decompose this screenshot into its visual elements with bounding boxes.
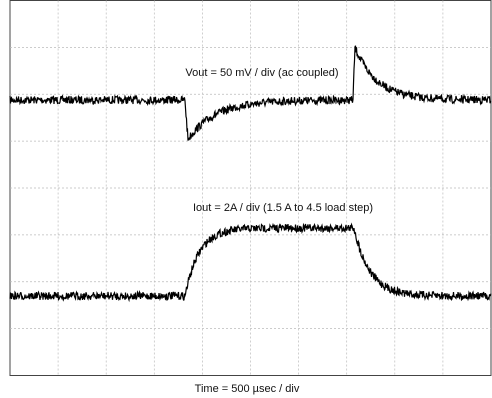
waveform xyxy=(9,45,492,141)
waveform xyxy=(9,222,492,303)
waveforms xyxy=(9,45,492,303)
x-axis-label: Time = 500 µsec / div xyxy=(195,383,300,395)
vout-label: Vout = 50 mV / div (ac coupled) xyxy=(185,67,338,79)
iout-label: Iout = 2A / div (1.5 A to 4.5 load step) xyxy=(193,202,373,214)
grid xyxy=(10,0,491,376)
